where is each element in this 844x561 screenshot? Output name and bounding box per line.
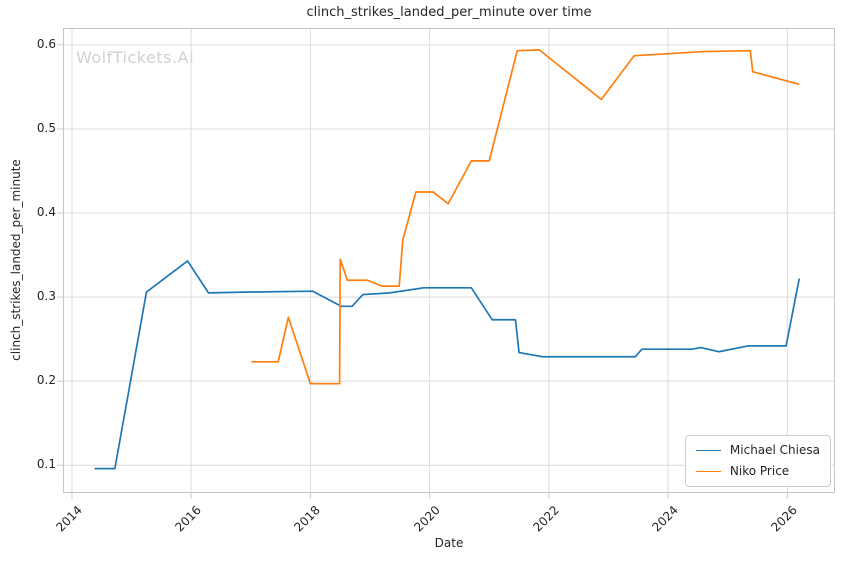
y-tick-label-0.4: 0.4: [36, 204, 56, 219]
legend: Michael Chiesa Niko Price: [684, 435, 831, 487]
series-line-niko-price: [251, 49, 800, 385]
legend-label-michael-chiesa: Michael Chiesa: [729, 443, 820, 457]
legend-item-michael-chiesa[interactable]: Michael Chiesa: [695, 443, 820, 457]
y-tick-label-0.3: 0.3: [36, 289, 56, 304]
y-tick-label-0.6: 0.6: [36, 36, 56, 51]
y-axis-label: clinch_strikes_landed_per_minute: [9, 159, 23, 361]
legend-item-niko-price[interactable]: Niko Price: [695, 464, 820, 478]
y-tick-label-0.2: 0.2: [36, 373, 56, 388]
plot-border: [63, 28, 835, 493]
y-tick-label-0.5: 0.5: [36, 120, 56, 135]
y-tick-label-0.1: 0.1: [36, 457, 56, 472]
watermark: WolfTickets.AI: [76, 48, 195, 67]
plot-area: [57, 28, 835, 499]
legend-line-swatch-blue: [695, 449, 721, 451]
series-line-michael-chiesa: [94, 260, 801, 470]
chart-title: clinch_strikes_landed_per_minute over ti…: [306, 5, 592, 20]
legend-line-swatch-orange: [695, 470, 721, 472]
legend-label-niko-price: Niko Price: [729, 464, 790, 478]
x-axis-label: Date: [434, 536, 464, 550]
